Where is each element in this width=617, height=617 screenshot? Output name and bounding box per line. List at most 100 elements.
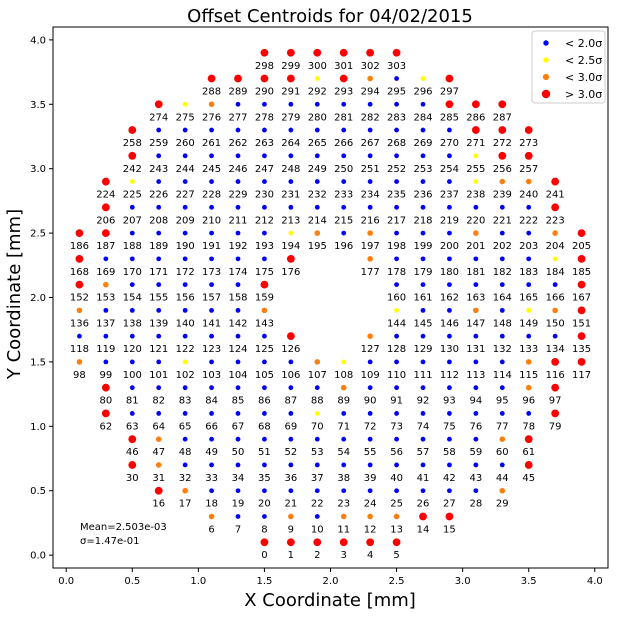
centroid-point <box>314 204 320 210</box>
centroid-label: 111 <box>413 370 432 381</box>
x-tick-label: 2.0 <box>323 576 339 587</box>
centroid-label: 279 <box>281 112 300 123</box>
centroid-point <box>420 462 426 468</box>
y-tick-label: 3.5 <box>30 100 46 111</box>
centroid-point <box>420 359 426 365</box>
centroid-point <box>235 462 241 468</box>
centroid-point <box>182 153 188 159</box>
chart-title: Offset Centroids for 04/02/2015 <box>187 6 473 27</box>
centroid-label: 47 <box>152 447 165 458</box>
centroid-point <box>393 513 400 520</box>
centroid-label: 206 <box>96 215 115 226</box>
centroid-point <box>445 100 454 109</box>
centroid-label: 132 <box>493 344 512 355</box>
centroid-point <box>341 179 347 184</box>
centroid-point <box>103 281 109 288</box>
centroid-point <box>447 127 452 133</box>
centroid-label: 75 <box>443 421 456 432</box>
centroid-point <box>209 127 214 133</box>
centroid-label: 167 <box>572 293 591 304</box>
centroid-label: 35 <box>258 473 271 484</box>
centroid-point <box>499 204 505 210</box>
centroid-point <box>129 333 135 339</box>
centroid-point <box>551 177 560 186</box>
centroid-point <box>288 359 294 365</box>
centroid-label: 21 <box>284 499 297 510</box>
centroid-label: 69 <box>284 421 297 432</box>
centroid-point <box>262 153 267 159</box>
centroid-point <box>526 256 532 262</box>
centroid-point <box>445 512 454 521</box>
centroid-label: 267 <box>361 138 380 149</box>
centroid-point <box>447 385 452 391</box>
centroid-point <box>366 538 375 547</box>
centroid-point <box>235 101 241 107</box>
centroid-label: 10 <box>311 524 324 535</box>
centroid-point <box>154 100 163 109</box>
centroid-point <box>551 203 560 212</box>
centroid-point <box>262 204 267 210</box>
centroid-point <box>499 359 505 365</box>
centroid-label: 246 <box>228 164 247 175</box>
centroid-label: 140 <box>176 318 195 329</box>
centroid-point <box>156 204 162 210</box>
centroid-label: 288 <box>202 87 221 98</box>
centroid-label: 190 <box>176 241 195 252</box>
centroid-label: 56 <box>390 447 403 458</box>
centroid-point <box>128 126 137 134</box>
centroid-label: 82 <box>152 396 165 407</box>
centroid-point <box>76 359 83 365</box>
centroid-label: 183 <box>519 267 538 278</box>
centroid-point <box>394 359 399 365</box>
centroid-point <box>288 436 294 442</box>
centroid-label: 265 <box>308 138 327 149</box>
centroid-point <box>420 307 426 313</box>
centroid-point <box>473 179 479 184</box>
centroid-label: 100 <box>123 370 142 381</box>
centroid-label: 221 <box>493 215 512 226</box>
centroid-point <box>156 411 162 416</box>
centroid-point <box>262 514 267 519</box>
centroid-point <box>420 230 426 236</box>
centroid-point <box>367 385 373 391</box>
centroid-label: 137 <box>96 318 115 329</box>
centroid-point <box>129 359 135 365</box>
centroid-point <box>128 151 137 160</box>
centroid-point <box>499 411 505 416</box>
centroid-point <box>101 203 110 212</box>
centroid-label: 222 <box>519 215 538 226</box>
centroid-label: 150 <box>546 318 565 329</box>
centroid-point <box>262 256 267 262</box>
centroid-point <box>552 256 558 262</box>
x-axis-title: X Coordinate [mm] <box>244 590 416 611</box>
centroid-point <box>182 487 188 494</box>
centroid-label: 87 <box>284 396 297 407</box>
centroid-label: 269 <box>413 138 432 149</box>
centroid-point <box>367 488 373 494</box>
centroid-label: 7 <box>235 524 241 535</box>
centroid-label: 84 <box>205 396 218 407</box>
centroid-point <box>394 179 399 184</box>
y-tick-label: 0.0 <box>30 551 46 562</box>
centroid-point <box>314 230 321 236</box>
centroid-label: 115 <box>519 370 538 381</box>
centroid-label: 71 <box>337 421 350 432</box>
centroid-label: 226 <box>149 190 168 201</box>
centroid-point <box>552 230 558 236</box>
centroid-point <box>262 101 267 107</box>
centroid-point <box>288 127 294 133</box>
y-tick-label: 2.0 <box>30 293 46 304</box>
centroid-point <box>447 307 452 313</box>
centroid-point <box>182 230 188 236</box>
centroid-label: 268 <box>387 138 406 149</box>
centroid-point <box>499 307 505 313</box>
centroid-label: 241 <box>546 190 565 201</box>
centroid-point <box>525 384 532 391</box>
centroid-label: 227 <box>176 190 195 201</box>
centroid-point <box>314 359 321 365</box>
centroid-label: 39 <box>364 473 377 484</box>
centroid-label: 282 <box>361 112 380 123</box>
centroid-label: 297 <box>440 87 459 98</box>
centroid-label: 145 <box>413 318 432 329</box>
